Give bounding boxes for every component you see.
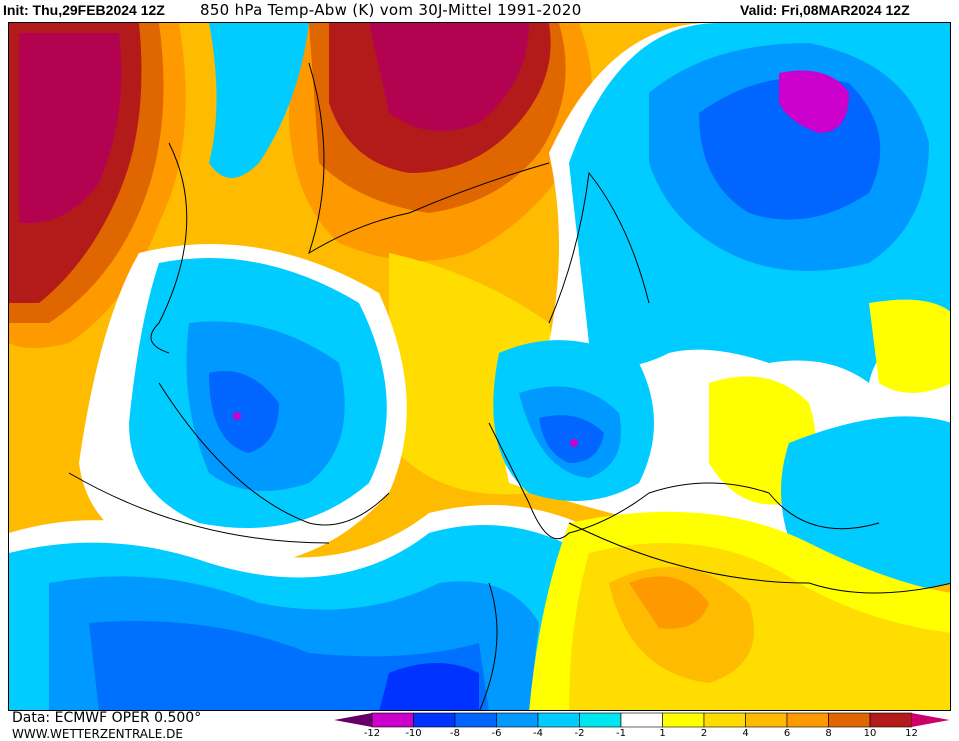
legend-colorbar bbox=[334, 712, 950, 728]
legend-tick-label: 8 bbox=[825, 728, 832, 739]
legend-tick-label: 10 bbox=[863, 728, 877, 739]
legend-bin bbox=[786, 712, 829, 728]
legend-bin bbox=[537, 712, 580, 728]
legend-tick-label: -4 bbox=[533, 728, 543, 739]
legend-tick-label: -8 bbox=[450, 728, 460, 739]
legend-bin bbox=[745, 712, 788, 728]
legend-bin bbox=[828, 712, 871, 728]
website: WWW.WETTERZENTRALE.DE bbox=[12, 727, 183, 741]
legend-tick-label: 6 bbox=[783, 728, 791, 739]
legend-tick-label: 4 bbox=[742, 728, 749, 739]
legend-high-arrow bbox=[911, 713, 950, 727]
data-source: Data: ECMWF OPER 0.500° bbox=[12, 710, 202, 726]
legend-bin bbox=[703, 712, 746, 728]
legend-bin bbox=[579, 712, 622, 728]
color-legend: -12 -10 -8 -6 -4 -2 -1 1 2 4 6 8 10 12 bbox=[334, 712, 956, 741]
legend-bin bbox=[662, 712, 705, 728]
legend-tick-label: -10 bbox=[405, 728, 422, 739]
legend-bin bbox=[413, 712, 456, 728]
valid-time: Valid: Fri,08MAR2024 12Z bbox=[740, 2, 910, 18]
legend-tick-label: -1 bbox=[616, 728, 626, 739]
legend-tick-label: 1 bbox=[659, 728, 666, 739]
legend-bin bbox=[869, 712, 912, 728]
legend-bin bbox=[371, 712, 414, 728]
legend-tick-label: 2 bbox=[700, 728, 708, 739]
init-time: Init: Thu,29FEB2024 12Z bbox=[3, 2, 165, 18]
legend-tick-label: -2 bbox=[574, 728, 585, 739]
legend-bin bbox=[496, 712, 539, 728]
legend-tick-label: -6 bbox=[491, 728, 502, 739]
legend-bin bbox=[620, 712, 663, 728]
map-title: 850 hPa Temp-Abw (K) vom 30J-Mittel 1991… bbox=[200, 1, 582, 19]
anomaly-field bbox=[9, 23, 950, 710]
legend-tick-label: -12 bbox=[363, 728, 381, 739]
temperature-anomaly-map bbox=[8, 22, 951, 711]
legend-tick-label: 12 bbox=[905, 728, 918, 739]
legend-low-arrow bbox=[334, 713, 372, 727]
legend-bin bbox=[454, 712, 497, 728]
map-header: Init: Thu,29FEB2024 12Z 850 hPa Temp-Abw… bbox=[0, 0, 959, 22]
